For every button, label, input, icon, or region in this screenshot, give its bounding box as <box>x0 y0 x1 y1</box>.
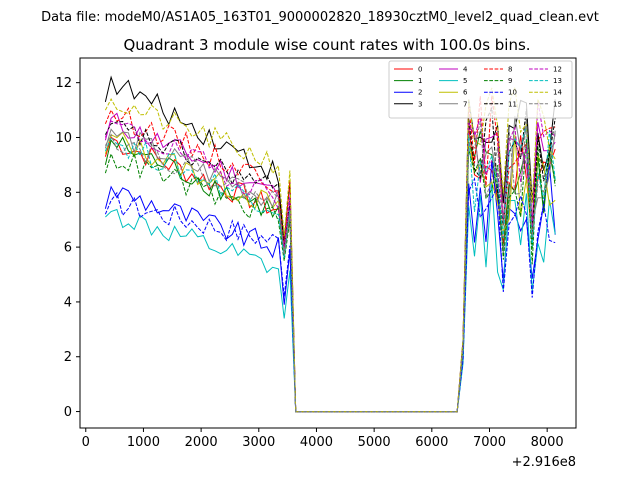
figure-suptitle: Data file: modeM0/AS1A05_163T01_90000028… <box>41 10 599 25</box>
legend-label-5: 5 <box>463 77 467 85</box>
legend-label-1: 1 <box>418 77 422 85</box>
x-axis-offset-label: +2.916e8 <box>512 455 576 470</box>
legend-label-11: 11 <box>508 100 517 108</box>
series-line-12 <box>104 100 556 413</box>
series-line-2 <box>104 160 556 413</box>
y-tick-label: 12 <box>55 76 72 91</box>
x-tick-label: 2000 <box>185 435 218 450</box>
legend-label-0: 0 <box>418 66 422 74</box>
y-tick-label: 8 <box>64 186 72 201</box>
x-axis: 0 1000 2000 3000 4000 5000 6000 7000 8000 <box>82 428 564 450</box>
y-tick-label: 2 <box>64 350 72 365</box>
series-line-8 <box>104 95 556 413</box>
chart-title: Quadrant 3 module wise count rates with … <box>123 36 530 54</box>
series-layer <box>104 75 556 413</box>
y-tick-label: 6 <box>64 241 72 256</box>
legend-label-6: 6 <box>463 89 468 97</box>
x-tick-label: 8000 <box>531 435 564 450</box>
legend-label-4: 4 <box>463 66 468 74</box>
legend-label-3: 3 <box>418 100 422 108</box>
legend-label-9: 9 <box>508 77 512 85</box>
x-tick-label: 7000 <box>473 435 506 450</box>
legend-label-15: 15 <box>553 100 562 108</box>
series-line-9 <box>104 138 556 413</box>
y-tick-label: 0 <box>64 405 72 420</box>
series-line-14 <box>104 86 556 413</box>
legend-label-8: 8 <box>508 66 512 74</box>
legend-label-14: 14 <box>553 89 562 97</box>
y-tick-label: 10 <box>55 131 72 146</box>
x-tick-label: 6000 <box>415 435 448 450</box>
x-tick-label: 1000 <box>127 435 160 450</box>
legend-label-13: 13 <box>553 77 562 85</box>
x-tick-label: 0 <box>82 435 90 450</box>
x-tick-label: 5000 <box>358 435 391 450</box>
axes-frame <box>79 57 577 429</box>
y-tick-label: 4 <box>64 295 72 310</box>
x-tick-label: 4000 <box>300 435 333 450</box>
series-line-15 <box>104 117 556 413</box>
legend-label-12: 12 <box>553 66 562 74</box>
series-line-6 <box>104 131 556 413</box>
legend-label-2: 2 <box>418 89 422 97</box>
legend-frame <box>388 60 573 119</box>
x-tick-label: 3000 <box>242 435 275 450</box>
legend-label-10: 10 <box>508 89 517 97</box>
legend-label-7: 7 <box>463 100 467 108</box>
y-axis: 0 2 4 6 8 10 12 <box>55 76 80 420</box>
